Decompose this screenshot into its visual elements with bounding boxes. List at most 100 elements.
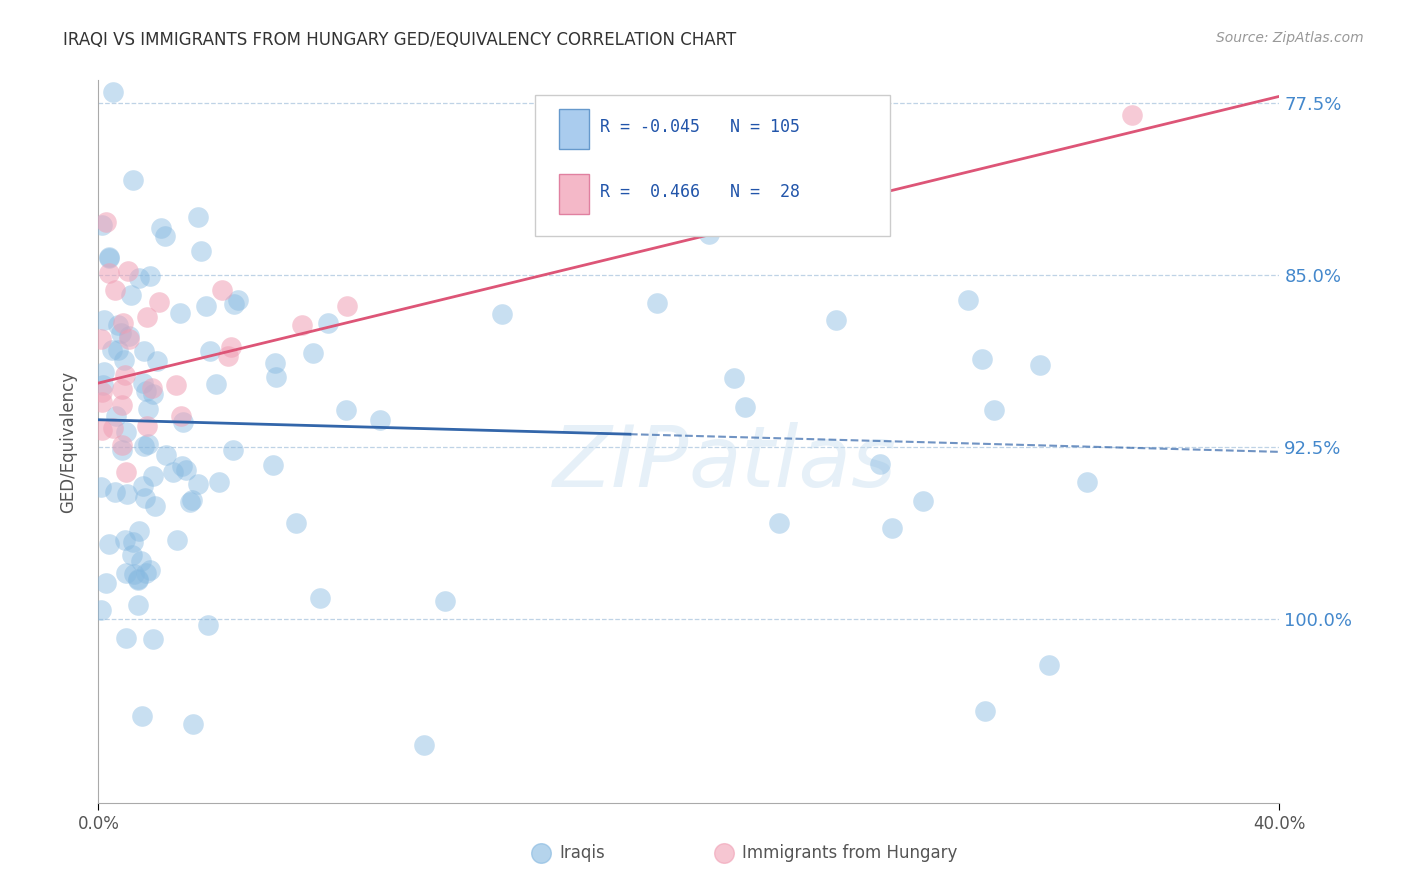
Point: [134, 491, 156, 506]
Point: [114, 533, 136, 548]
Point: [118, 332, 141, 346]
Point: [645, 295, 668, 310]
Point: [1038, 658, 1060, 673]
Point: [187, 210, 209, 224]
Point: [101, 85, 124, 99]
Point: [412, 739, 434, 753]
Point: [138, 563, 160, 577]
Point: [170, 409, 193, 423]
Point: [768, 516, 790, 530]
Point: [586, 135, 609, 149]
Point: [98, 537, 121, 551]
Point: [264, 369, 287, 384]
Point: [94, 576, 117, 591]
Point: [135, 384, 157, 398]
Point: [90, 603, 112, 617]
Point: [90, 480, 112, 494]
Point: [115, 632, 138, 646]
Point: [134, 343, 156, 358]
Point: [111, 398, 134, 412]
Text: R =  0.466   N =  28: R = 0.466 N = 28: [600, 183, 800, 202]
Point: [153, 229, 176, 244]
Point: [983, 403, 1005, 417]
Point: [970, 351, 993, 366]
Point: [104, 484, 127, 499]
Bar: [560, 174, 589, 214]
Point: [1029, 358, 1052, 372]
Point: [316, 316, 339, 330]
Point: [112, 352, 135, 367]
FancyBboxPatch shape: [536, 95, 890, 235]
Point: [285, 516, 308, 531]
Point: [120, 288, 142, 302]
Point: [166, 533, 188, 547]
Point: [111, 438, 134, 452]
Point: [155, 448, 177, 462]
Point: [90, 395, 112, 409]
Point: [103, 420, 125, 434]
Point: [127, 599, 149, 613]
Point: [127, 572, 149, 586]
Point: [135, 566, 157, 581]
Point: [105, 409, 128, 423]
Point: [136, 436, 159, 450]
Point: [264, 356, 287, 370]
Point: [205, 376, 228, 391]
Text: atlas: atlas: [689, 422, 897, 505]
Point: [111, 442, 134, 457]
Point: [308, 591, 330, 606]
Point: [1121, 108, 1143, 122]
Point: [219, 340, 242, 354]
Text: IRAQI VS IMMIGRANTS FROM HUNGARY GED/EQUIVALENCY CORRELATION CHART: IRAQI VS IMMIGRANTS FROM HUNGARY GED/EQU…: [63, 31, 737, 49]
Point: [150, 221, 173, 235]
Point: [114, 465, 136, 479]
Point: [91, 423, 114, 437]
Point: [127, 573, 149, 587]
Point: [301, 346, 323, 360]
Point: [132, 479, 155, 493]
Point: [211, 284, 233, 298]
Point: [187, 477, 209, 491]
Point: [110, 326, 132, 340]
Point: [122, 567, 145, 582]
Point: [195, 299, 218, 313]
Point: [181, 492, 204, 507]
Point: [90, 384, 112, 399]
Point: [107, 343, 129, 357]
Point: [104, 283, 127, 297]
Point: [117, 487, 139, 501]
Point: [825, 312, 848, 326]
Point: [723, 371, 745, 385]
Point: [132, 439, 155, 453]
Point: [117, 264, 139, 278]
Point: [91, 218, 114, 232]
Point: [135, 310, 157, 324]
Point: [222, 443, 245, 458]
Point: [368, 412, 391, 426]
Point: [136, 401, 159, 416]
Point: [93, 312, 115, 326]
Text: ZIP: ZIP: [553, 422, 689, 505]
Point: [107, 318, 129, 332]
Point: [114, 425, 136, 439]
Point: [128, 524, 150, 539]
Point: [100, 343, 122, 358]
Point: [93, 378, 115, 392]
Point: [217, 349, 239, 363]
Text: Immigrants from Hungary: Immigrants from Hungary: [742, 845, 957, 863]
Point: [176, 463, 198, 477]
Point: [128, 270, 150, 285]
Point: [162, 465, 184, 479]
Point: [880, 521, 903, 535]
Point: [98, 251, 121, 265]
Text: R = -0.045   N = 105: R = -0.045 N = 105: [600, 119, 800, 136]
Point: [172, 458, 194, 473]
Point: [121, 534, 143, 549]
Point: [869, 458, 891, 472]
Point: [197, 617, 219, 632]
Point: [336, 299, 359, 313]
Point: [142, 632, 165, 646]
Point: [146, 353, 169, 368]
Text: Iraqis: Iraqis: [560, 845, 605, 863]
Point: [491, 307, 513, 321]
